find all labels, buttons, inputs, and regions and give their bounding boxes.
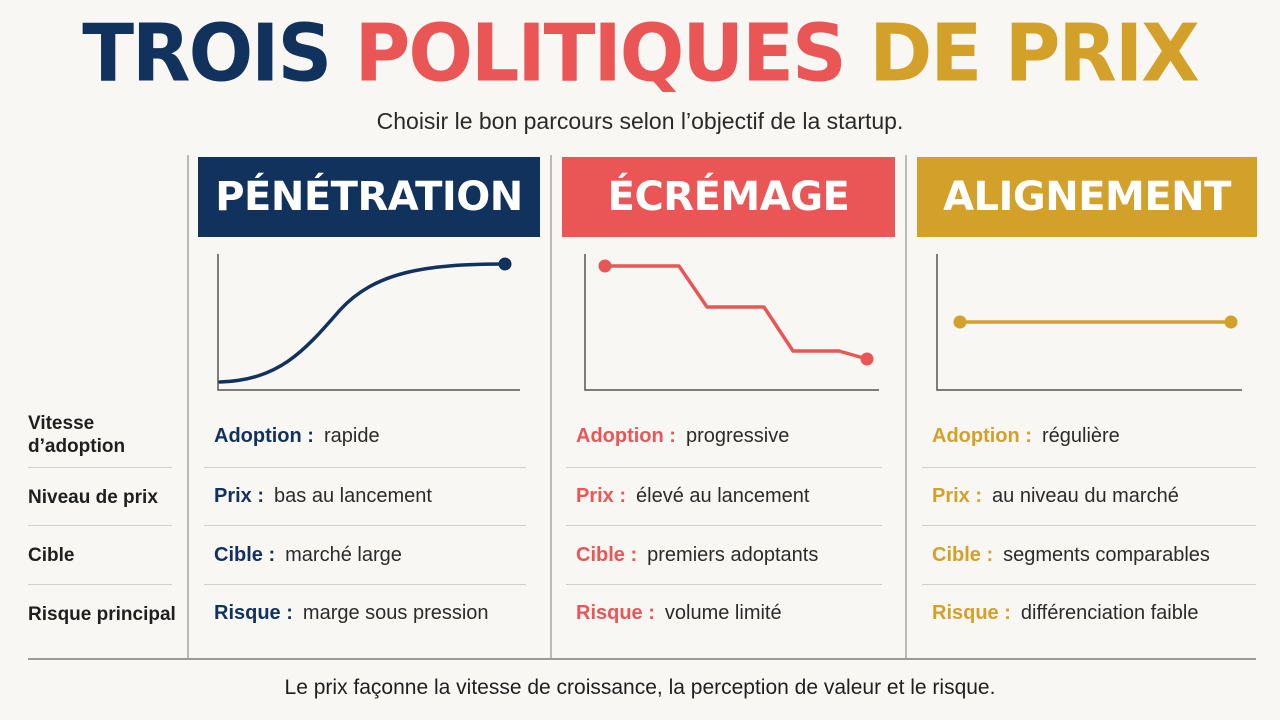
row-label-prix: Niveau de prix [28,487,158,508]
row-divider [922,525,1256,526]
cell-ecremage-adoption: Adoption : progressive [576,425,789,448]
column-divider [187,155,189,658]
row-divider [204,467,526,468]
cell-key: Prix : [932,485,983,507]
row-divider [28,584,172,585]
cell-ecremage-risque: Risque : volume limité [576,602,782,625]
curve-start-point [953,315,967,329]
cell-alignement-prix: Prix : au niveau du marché [932,485,1179,508]
row-divider [922,467,1256,468]
title-word-de-prix: DE PRIX [869,5,1200,100]
cell-key: Cible : [932,544,994,566]
header-ecremage: ÉCRÉMAGE [562,157,895,237]
cell-value: progressive [685,425,790,447]
cell-key: Risque : [576,602,655,624]
footer-divider [28,658,1256,660]
cell-value: volume limité [664,602,782,624]
row-divider [204,525,526,526]
row-divider [28,467,172,468]
title-word-politiques: POLITIQUES [354,5,847,100]
row-label-risque: Risque principal [28,604,176,625]
cell-key: Prix : [576,485,627,507]
chart-alignement [936,254,1242,391]
curve-start-point [598,259,612,273]
chart-axes [584,254,879,391]
cell-ecremage-prix: Prix : élevé au lancement [576,485,809,508]
curve-endpoint [860,352,874,366]
cell-ecremage-cible: Cible : premiers adoptants [576,544,818,567]
cell-value: bas au lancement [274,485,432,507]
cell-value: rapide [323,425,380,447]
footer-text: Le prix façonne la vitesse de croissance… [284,676,996,699]
chart-axes [217,254,520,391]
cell-key: Adoption : [214,425,314,447]
cell-key: Prix : [214,485,265,507]
cell-alignement-risque: Risque : différenciation faible [932,602,1198,625]
cell-key: Cible : [576,544,638,566]
cell-value: premiers adoptants [647,544,819,566]
row-divider [28,525,172,526]
chart-axes [936,254,1242,391]
curve-endpoint [1224,315,1238,329]
cell-value: marché large [285,544,402,566]
row-divider [566,525,882,526]
header-penetration: PÉNÉTRATION [198,157,540,237]
column-divider [550,155,552,658]
cell-key: Risque : [214,602,293,624]
cell-value: régulière [1041,425,1120,447]
cell-key: Cible : [214,544,276,566]
row-label-adoption: Vitesse d’adoption [28,413,126,457]
cell-key: Adoption : [932,425,1032,447]
cell-alignement-adoption: Adoption : régulière [932,425,1120,448]
cell-key: Adoption : [576,425,676,447]
row-divider [566,584,882,585]
row-divider [204,584,526,585]
page-title: TROIS POLITIQUES DE PRIX [0,6,1280,101]
cell-value: au niveau du marché [992,485,1179,507]
column-divider [905,155,907,658]
cell-penetration-prix: Prix : bas au lancement [214,485,432,508]
cell-value: marge sous pression [302,602,489,624]
page-subtitle: Choisir le bon parcours selon l’objectif… [376,108,904,134]
cell-penetration-cible: Cible : marché large [214,544,402,567]
row-divider [566,467,882,468]
header-alignement: ALIGNEMENT [917,157,1257,237]
s-curve-line [218,262,507,384]
row-divider [922,584,1256,585]
cell-value: segments comparables [1003,544,1210,566]
cell-penetration-adoption: Adoption : rapide [214,425,380,448]
title-word-trois: TROIS [82,5,332,100]
cell-key: Risque : [932,602,1011,624]
row-label-cible: Cible [28,545,75,566]
cell-alignement-cible: Cible : segments comparables [932,544,1210,567]
cell-penetration-risque: Risque : marge sous pression [214,602,489,625]
stepped-decline-line [603,264,869,361]
cell-value: élevé au lancement [636,485,810,507]
chart-ecremage [584,254,879,391]
curve-endpoint [498,257,512,271]
chart-penetration [217,254,520,391]
cell-value: différenciation faible [1020,602,1199,624]
